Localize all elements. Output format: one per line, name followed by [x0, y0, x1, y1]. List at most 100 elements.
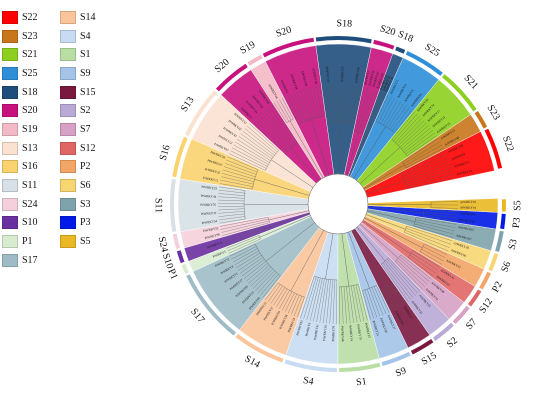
leaf-branch	[385, 101, 401, 127]
leaf-branch	[240, 133, 274, 158]
stem-branch	[348, 232, 370, 289]
legend-label: S19	[22, 123, 38, 135]
legend-swatch	[60, 48, 76, 62]
leaf-branch	[381, 290, 393, 312]
leaf-branch	[326, 279, 331, 324]
leaf-branch	[393, 113, 418, 142]
leaf-branch	[388, 286, 401, 307]
leaf-branch	[404, 130, 433, 153]
leaf-branch	[300, 90, 311, 120]
legend-label: S18	[22, 86, 38, 98]
leaf-branch	[226, 159, 258, 173]
sector-label-s15: S15	[420, 350, 439, 367]
tip-label: PtWRKY16	[287, 317, 296, 333]
tip-label: PtWRKY90	[204, 232, 220, 240]
leaf-branch	[294, 296, 303, 316]
leaf-branch	[319, 279, 327, 323]
sector-label-s12: S12	[477, 296, 495, 315]
tip-label: PtWRKY37	[386, 314, 396, 330]
leaf-branch	[297, 297, 305, 317]
tip-label: AtWRKY26	[354, 67, 360, 84]
leaf-branch	[383, 289, 395, 310]
leaf-branch	[373, 286, 387, 314]
tip-label: PtWRKY29	[201, 185, 217, 191]
subgroup-sector-fills	[177, 43, 499, 365]
sector-label-s19: S19	[238, 39, 257, 56]
leaf-branch	[316, 85, 323, 117]
leaf-branch	[378, 96, 392, 123]
stem-branch	[363, 164, 405, 189]
legend-item-s20: S20	[2, 101, 66, 120]
leaf-branch	[303, 276, 317, 320]
legend-item-s10: S10	[2, 214, 66, 233]
leaf-branch	[222, 169, 255, 180]
leaf-branch	[420, 251, 442, 265]
leaf-branch	[250, 266, 272, 287]
leaf-branch	[405, 170, 454, 185]
leaf-branch	[218, 196, 245, 199]
legend-item-s11: S11	[2, 176, 66, 195]
legend-item-s23: S23	[2, 27, 66, 46]
ring-arc-s21	[442, 74, 477, 112]
legend-swatch	[2, 122, 18, 136]
leaf-branch	[241, 259, 265, 277]
legend-swatch	[60, 216, 76, 230]
tip-label: AtWRKY66	[450, 248, 467, 258]
leaf-branch	[236, 252, 261, 268]
leaf-branch	[353, 86, 362, 124]
legend-label: S13	[22, 142, 38, 154]
ring-arc-s11	[170, 178, 177, 233]
leaf-branch	[238, 136, 272, 160]
leaf-branch	[249, 123, 279, 151]
leaf-branch	[322, 84, 328, 123]
legend-label: S9	[80, 67, 91, 79]
tip-label: AtWRKY32	[206, 240, 223, 249]
leaf-branch	[347, 84, 352, 123]
legend-swatch	[60, 122, 76, 136]
ring-arc-s25	[405, 51, 443, 76]
stem-branch	[290, 230, 324, 292]
sector-label-s18: S18	[396, 29, 415, 45]
stem-branch	[325, 233, 334, 279]
legend-label: S10	[22, 217, 38, 229]
stem-branch	[259, 215, 311, 238]
legend-item-s17: S17	[2, 251, 66, 270]
legend-item-s21: S21	[2, 45, 66, 64]
tip-label: PtWRKY8	[403, 305, 414, 319]
tip-label: PtWRKY3	[212, 249, 227, 258]
leaf-branch	[398, 120, 425, 146]
legend-item-s2: S2	[60, 101, 124, 120]
ring-arc-s2	[432, 322, 454, 341]
tip-label: AtWRKY34	[289, 73, 298, 90]
ring-arc-s24	[172, 233, 181, 250]
leaf-branch	[231, 246, 257, 260]
tip-label: AtWRKY20	[372, 71, 381, 88]
sector-label-s2: S2	[445, 335, 460, 350]
leaf-branch	[354, 86, 365, 131]
legend-swatch	[60, 141, 76, 155]
legend-label: P3	[80, 217, 91, 229]
leaf-branch	[405, 173, 455, 187]
legend-label: S11	[22, 180, 38, 192]
leaf-branch	[257, 272, 277, 294]
tip-label: AtWRKY23	[456, 169, 473, 177]
tip-label: AtWRKY33	[379, 74, 389, 91]
leaf-branch	[358, 88, 372, 132]
leaf-branch	[220, 217, 269, 227]
leaf-branch	[225, 230, 265, 246]
leaf-branch	[346, 286, 351, 324]
leaf-branch	[270, 285, 283, 304]
stem-branch	[311, 119, 330, 176]
sector-label-s4: S4	[302, 375, 314, 388]
legend-swatch	[60, 104, 76, 118]
ring-arc-s6	[488, 253, 499, 272]
tip-label: PtWRKY87	[213, 142, 229, 153]
sector-label-s1: S1	[356, 376, 368, 388]
legend-swatch	[2, 66, 18, 80]
sector-label-s24: S24	[156, 236, 170, 254]
leaf-branch	[404, 144, 443, 167]
leaf-branch	[409, 254, 436, 274]
legend-swatch	[2, 197, 18, 211]
leaf-branch	[285, 292, 295, 312]
leaf-branch	[395, 115, 420, 143]
